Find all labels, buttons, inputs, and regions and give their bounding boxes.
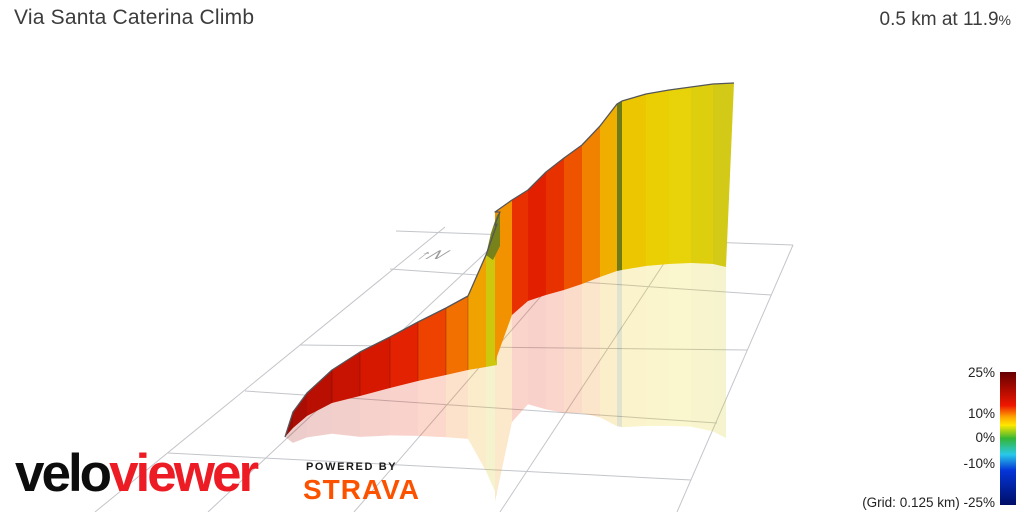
legend-tick-label-neg10: -10%	[963, 456, 995, 471]
gradient-segment	[546, 158, 564, 295]
gradient-segment	[512, 190, 528, 315]
gradient-segment	[713, 83, 734, 267]
gradient-segment	[646, 90, 669, 266]
grid-line	[167, 452, 692, 481]
gradient-segment	[332, 352, 360, 403]
legend-tick-label-0: 0%	[975, 430, 995, 445]
legend-gradient-bar	[1000, 372, 1016, 505]
floor-reflection	[285, 263, 726, 502]
gradient-segment	[390, 322, 418, 388]
gradient-segment	[418, 308, 446, 381]
elevation-ribbon-wall	[285, 83, 734, 437]
climb-summary-stat: 0.5 km at 11.9%	[880, 9, 1011, 31]
gradient-segment	[564, 145, 582, 290]
climb-summary-value: 0.5 km at 11.9	[879, 9, 999, 30]
powered-by-label: POWERED BY	[306, 461, 398, 473]
legend-tick-label-25: 25%	[967, 365, 995, 380]
gradient-segment	[617, 101, 622, 271]
climb-summary-unit: %	[998, 12, 1011, 28]
grid-line	[676, 244, 794, 512]
gradient-segment	[446, 296, 468, 375]
gradient-segment	[486, 224, 497, 367]
gradient-segment	[691, 84, 713, 264]
gradient-segment	[600, 104, 617, 277]
grid-line	[94, 226, 446, 512]
legend-tick-label-neg25: -25%	[963, 495, 995, 510]
grid-line	[499, 238, 681, 512]
page-title: Via Santa Caterina Climb	[14, 6, 255, 29]
gradient-segment	[293, 393, 307, 428]
logo-velo: velo	[15, 444, 112, 503]
gradient-segment	[582, 126, 600, 284]
gradient-segment	[622, 94, 646, 270]
veloviewer-logo[interactable]: veloviewer	[15, 447, 259, 500]
gradient-segment	[307, 370, 332, 416]
legend-grid-note: (Grid: 0.125 km)	[862, 495, 960, 510]
gradient-segment	[468, 255, 486, 370]
gradient-segment	[669, 87, 691, 264]
strava-logo[interactable]: STRAVA	[303, 474, 420, 505]
profile-top-outline	[284, 82, 735, 438]
gradient-segment	[360, 337, 390, 396]
legend-tick-label-10: 10%	[967, 406, 995, 421]
logo-viewer: viewer	[109, 444, 259, 503]
gradient-segment	[528, 172, 546, 301]
legend-bottom-row: (Grid: 0.125 km) -25%	[862, 495, 995, 511]
